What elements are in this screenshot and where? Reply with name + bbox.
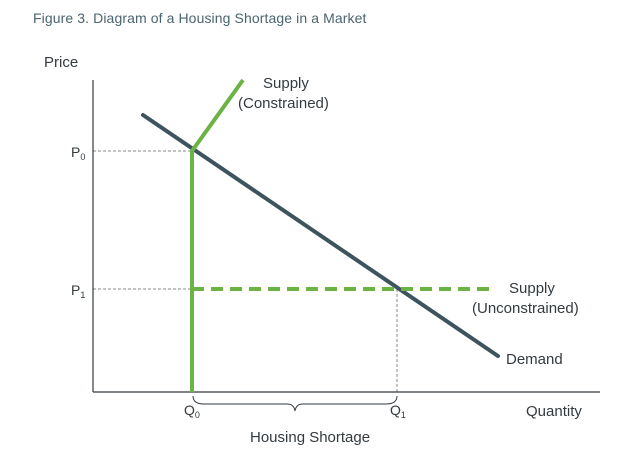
figure-title: Figure 3. Diagram of a Housing Shortage …	[33, 10, 367, 26]
supply-constrained-curve	[190, 78, 245, 392]
housing-shortage-label: Housing Shortage	[250, 429, 370, 446]
q0-tick-label: Q0	[184, 402, 200, 420]
shortage-brace	[192, 395, 398, 412]
q1-tick-label: Q1	[390, 402, 406, 420]
p1-tick-label: P1	[71, 282, 85, 300]
x-axis-label: Quantity	[526, 403, 582, 420]
y-axis-label: Price	[44, 54, 78, 71]
supply-constrained-label-line2: (Constrained)	[238, 95, 329, 112]
demand-curve	[141, 113, 500, 358]
supply-unconstrained-label-line2: (Unconstrained)	[472, 300, 579, 317]
demand-label: Demand	[506, 351, 563, 368]
p0-tick-label: P0	[71, 144, 85, 162]
supply-constrained-label-line1: Supply	[263, 75, 309, 92]
supply-unconstrained-label-line1: Supply	[509, 280, 555, 297]
